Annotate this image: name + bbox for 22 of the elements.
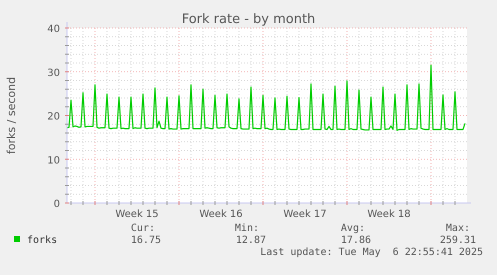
text: 16.75 (130, 235, 161, 246)
y-tick-label: 30 (47, 68, 60, 79)
legend-label: forks (27, 235, 58, 246)
x-tick-label: Week 17 (283, 209, 327, 220)
x-tick-label: Week 16 (199, 209, 243, 220)
y-tick-label: 40 (47, 24, 60, 35)
x-tick-label: Week 18 (367, 209, 411, 220)
text: 17.86 (340, 235, 371, 246)
line-series (66, 64, 466, 131)
text: Avg: (340, 223, 365, 234)
x-tick-label: Week 15 (115, 209, 159, 220)
text: Last update: Tue May 6 22:55:41 2025 (260, 247, 483, 258)
text: Max: (446, 223, 470, 234)
y-tick-label: 0 (54, 199, 60, 210)
text: Cur: (130, 223, 155, 234)
text: 259.31 (440, 235, 476, 246)
y-tick-label: 20 (47, 112, 60, 122)
y-tick-label: 10 (47, 155, 60, 166)
y-axis-title: forks / second (5, 76, 18, 154)
text: Min: (234, 223, 259, 234)
text: 12.87 (236, 235, 266, 246)
chart-title: Fork rate - by month (182, 12, 316, 27)
